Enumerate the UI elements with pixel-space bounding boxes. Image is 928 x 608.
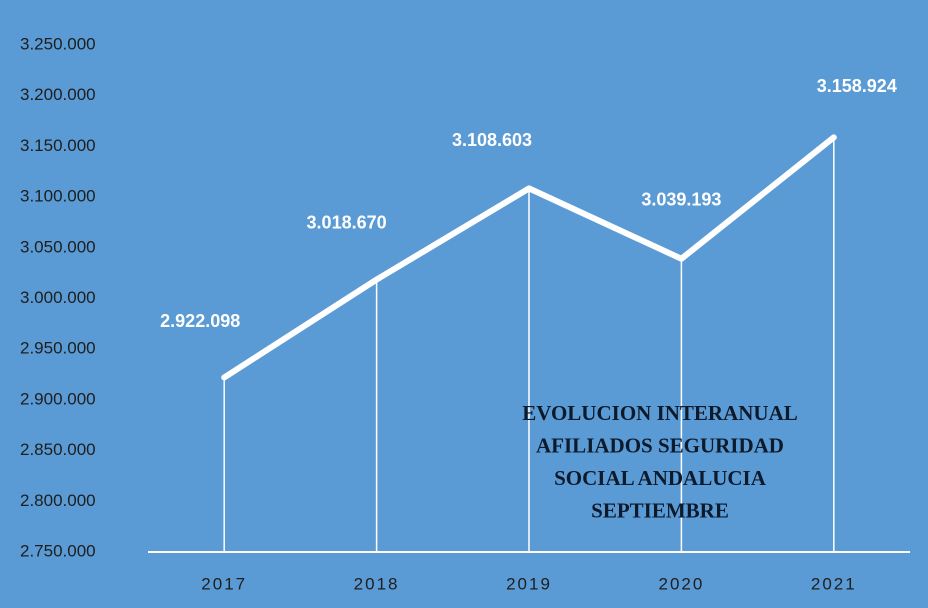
- y-tick-label: 3.100.000: [20, 187, 96, 206]
- y-tick-label: 2.900.000: [20, 389, 96, 408]
- x-tick-label: 2017: [201, 574, 247, 593]
- value-label: 3.158.924: [817, 76, 897, 96]
- y-tick-label: 2.800.000: [20, 491, 96, 510]
- value-label: 2.922.098: [160, 311, 240, 331]
- x-tick-label: 2019: [506, 574, 552, 593]
- data-line: [221, 134, 837, 381]
- x-tick-label: 2018: [354, 574, 400, 593]
- y-tick-label: 2.950.000: [20, 339, 96, 358]
- value-label: 3.039.193: [641, 190, 721, 210]
- y-tick-label: 3.000.000: [20, 288, 96, 307]
- y-tick-label: 2.850.000: [20, 440, 96, 459]
- y-tick-label: 3.250.000: [20, 34, 96, 53]
- y-tick-label: 2.750.000: [20, 541, 96, 560]
- chart-title: SOCIAL ANDALUCIA: [554, 466, 767, 490]
- chart-title: AFILIADOS SEGURIDAD: [536, 433, 784, 457]
- chart-title: SEPTIEMBRE: [591, 498, 729, 522]
- x-tick-label: 2021: [811, 574, 857, 593]
- y-tick-label: 3.050.000: [20, 237, 96, 256]
- value-label: 3.108.603: [452, 130, 532, 150]
- chart-title: EVOLUCION INTERANUAL: [522, 401, 798, 425]
- y-tick-label: 3.200.000: [20, 85, 96, 104]
- x-tick-label: 2020: [658, 574, 704, 593]
- y-tick-label: 3.150.000: [20, 136, 96, 155]
- value-label: 3.018.670: [307, 212, 387, 232]
